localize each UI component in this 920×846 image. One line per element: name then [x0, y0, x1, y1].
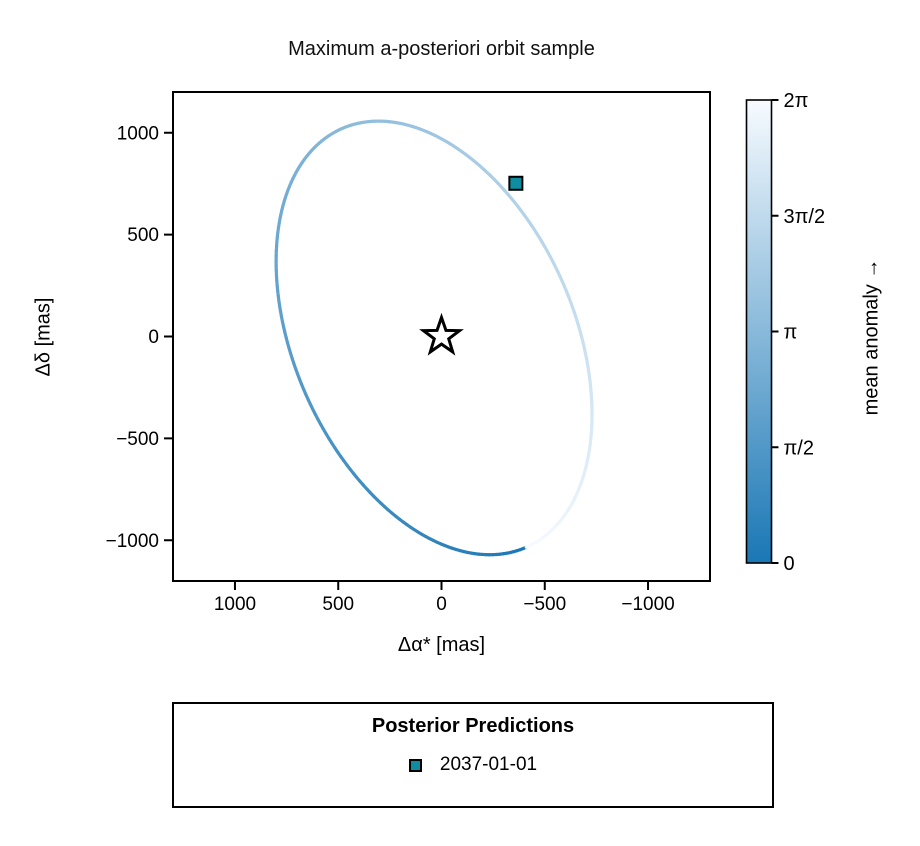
- legend-box: Posterior Predictions 2037-01-01: [172, 702, 774, 808]
- colorbar-tick-label: 3π/2: [784, 206, 826, 228]
- colorbar-tick-label: π/2: [784, 437, 814, 459]
- y-axis-tick-label: 1000: [117, 123, 159, 144]
- plot-title: Maximum a-posteriori orbit sample: [288, 38, 595, 60]
- legend-item-label: 2037-01-01: [439, 754, 538, 775]
- legend-title: Posterior Predictions: [371, 715, 575, 737]
- colorbar-label: mean anomaly →: [860, 258, 883, 416]
- x-axis-tick-label: 0: [436, 594, 447, 615]
- x-axis-tick-label: −500: [523, 594, 566, 615]
- plot-frame: [172, 91, 711, 582]
- colorbar-tick-label: π: [784, 322, 798, 344]
- y-axis-tick-label: 500: [127, 225, 159, 246]
- y-axis-label: Δδ [mas]: [32, 297, 55, 377]
- colorbar-tick-label: 0: [784, 553, 795, 575]
- colorbar-gradient: [746, 100, 772, 563]
- y-axis-tick-label: −500: [116, 429, 159, 450]
- colorbar-tick-label: 2π: [784, 90, 809, 112]
- x-axis-tick-label: 500: [322, 594, 354, 615]
- legend-item: 2037-01-01: [174, 754, 772, 776]
- orbit-path: [274, 119, 594, 557]
- prediction-square-icon: [408, 758, 422, 772]
- orbit-plot: 1000 500 0 −500 −1000 1000 500 0 −500 −1000 0 π/2 π 3…: [106, 90, 826, 615]
- star-marker: [419, 312, 464, 356]
- prediction-marker: [508, 175, 524, 191]
- y-axis-tick-label: 0: [148, 327, 159, 348]
- x-axis-label: Δα* [mas]: [397, 634, 486, 656]
- orbit-segment: [524, 544, 531, 549]
- x-axis-tick-label: 1000: [214, 594, 256, 615]
- x-axis-tick-label: −1000: [621, 594, 674, 615]
- y-axis-tick-label: −1000: [106, 531, 159, 552]
